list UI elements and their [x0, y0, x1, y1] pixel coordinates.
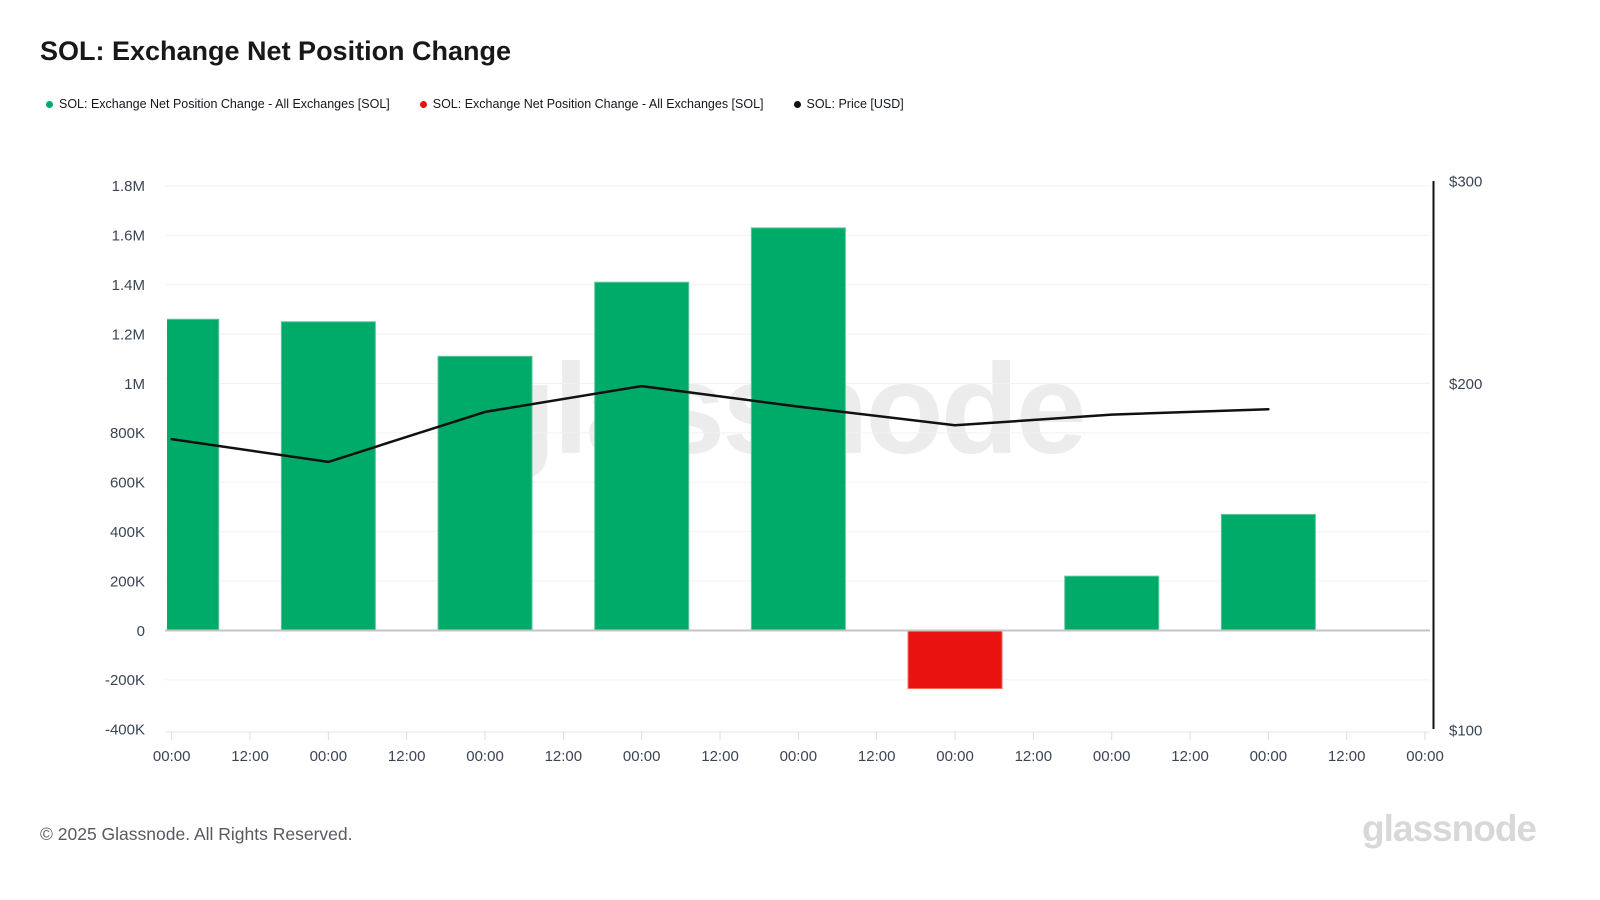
left-axis-tick-label: 0 [137, 623, 145, 640]
x-axis-tick-label: 12:00 [1328, 748, 1366, 765]
left-axis-tick-label: 1.8M [112, 178, 145, 195]
legend-item-label: SOL: Exchange Net Position Change - All … [432, 97, 764, 111]
left-axis-tick-label: 600K [110, 475, 145, 492]
legend-item[interactable]: SOL: Price [USD] [793, 97, 904, 111]
x-axis-tick-label: 12:00 [388, 748, 426, 765]
legend-item-label: SOL: Price [USD] [806, 97, 904, 111]
x-axis-tick-label: 12:00 [701, 748, 739, 765]
x-axis-tick-label: 00:00 [466, 748, 504, 765]
x-axis-tick-label: 00:00 [623, 748, 661, 765]
legend-item[interactable]: SOL: Exchange Net Position Change - All … [46, 97, 390, 111]
legend-dot-icon [419, 100, 427, 108]
x-axis-tick-label: 12:00 [545, 748, 583, 765]
x-axis-tick-label: 00:00 [1406, 748, 1444, 765]
x-axis-tick-label: 00:00 [310, 748, 348, 765]
x-axis-tick-label: 12:00 [1015, 748, 1053, 765]
left-axis-tick-label: -200K [105, 672, 145, 689]
x-axis-tick-label: 12:00 [1171, 748, 1209, 765]
legend: SOL: Exchange Net Position Change - All … [46, 97, 904, 111]
left-axis-tick-label: 400K [110, 524, 145, 541]
bar[interactable] [750, 227, 846, 631]
page-title: SOL: Exchange Net Position Change [40, 36, 512, 66]
bar-series [125, 227, 1316, 690]
bar[interactable] [125, 318, 220, 631]
x-axis-tick-label: 00:00 [153, 748, 191, 765]
legend-item[interactable]: SOL: Exchange Net Position Change - All … [419, 97, 764, 111]
left-axis-tick-label: 800K [110, 425, 145, 442]
bar[interactable] [280, 321, 376, 631]
legend-dot-icon [793, 100, 801, 108]
x-axis-tick-label: 00:00 [1093, 748, 1131, 765]
price-line[interactable] [170, 384, 1270, 464]
bar[interactable] [437, 355, 533, 631]
left-axis-tick-label: 1.6M [112, 228, 145, 245]
right-axis-tick-label: $100 [1449, 722, 1482, 739]
bar[interactable] [1220, 513, 1316, 631]
copyright-text: © 2025 Glassnode. All Rights Reserved. [40, 824, 353, 844]
bar[interactable] [1064, 575, 1160, 631]
x-axis-tick-label: 00:00 [936, 748, 974, 765]
legend-dot-icon [46, 100, 53, 108]
right-axis-tick-label: $300 [1449, 173, 1482, 190]
x-axis-tick-label: 12:00 [858, 748, 896, 765]
left-axis-tick-label: 1M [124, 376, 145, 393]
x-axis-tick-label: 00:00 [1250, 748, 1288, 765]
right-axis-tick-label: $200 [1449, 376, 1482, 393]
bar[interactable] [907, 630, 1003, 690]
left-axis-tick-label: 1.2M [112, 326, 145, 343]
glassnode-logo: glassnode [1362, 808, 1537, 849]
x-axis-tick-label: 00:00 [780, 748, 818, 765]
x-axis-tick-label: 12:00 [231, 748, 269, 765]
legend-item-label: SOL: Exchange Net Position Change - All … [59, 97, 390, 111]
bar[interactable] [594, 281, 690, 631]
left-axis-tick-label: 200K [110, 573, 145, 590]
left-axis-tick-label: 1.4M [112, 277, 145, 294]
left-axis-tick-label: -400K [105, 722, 145, 739]
